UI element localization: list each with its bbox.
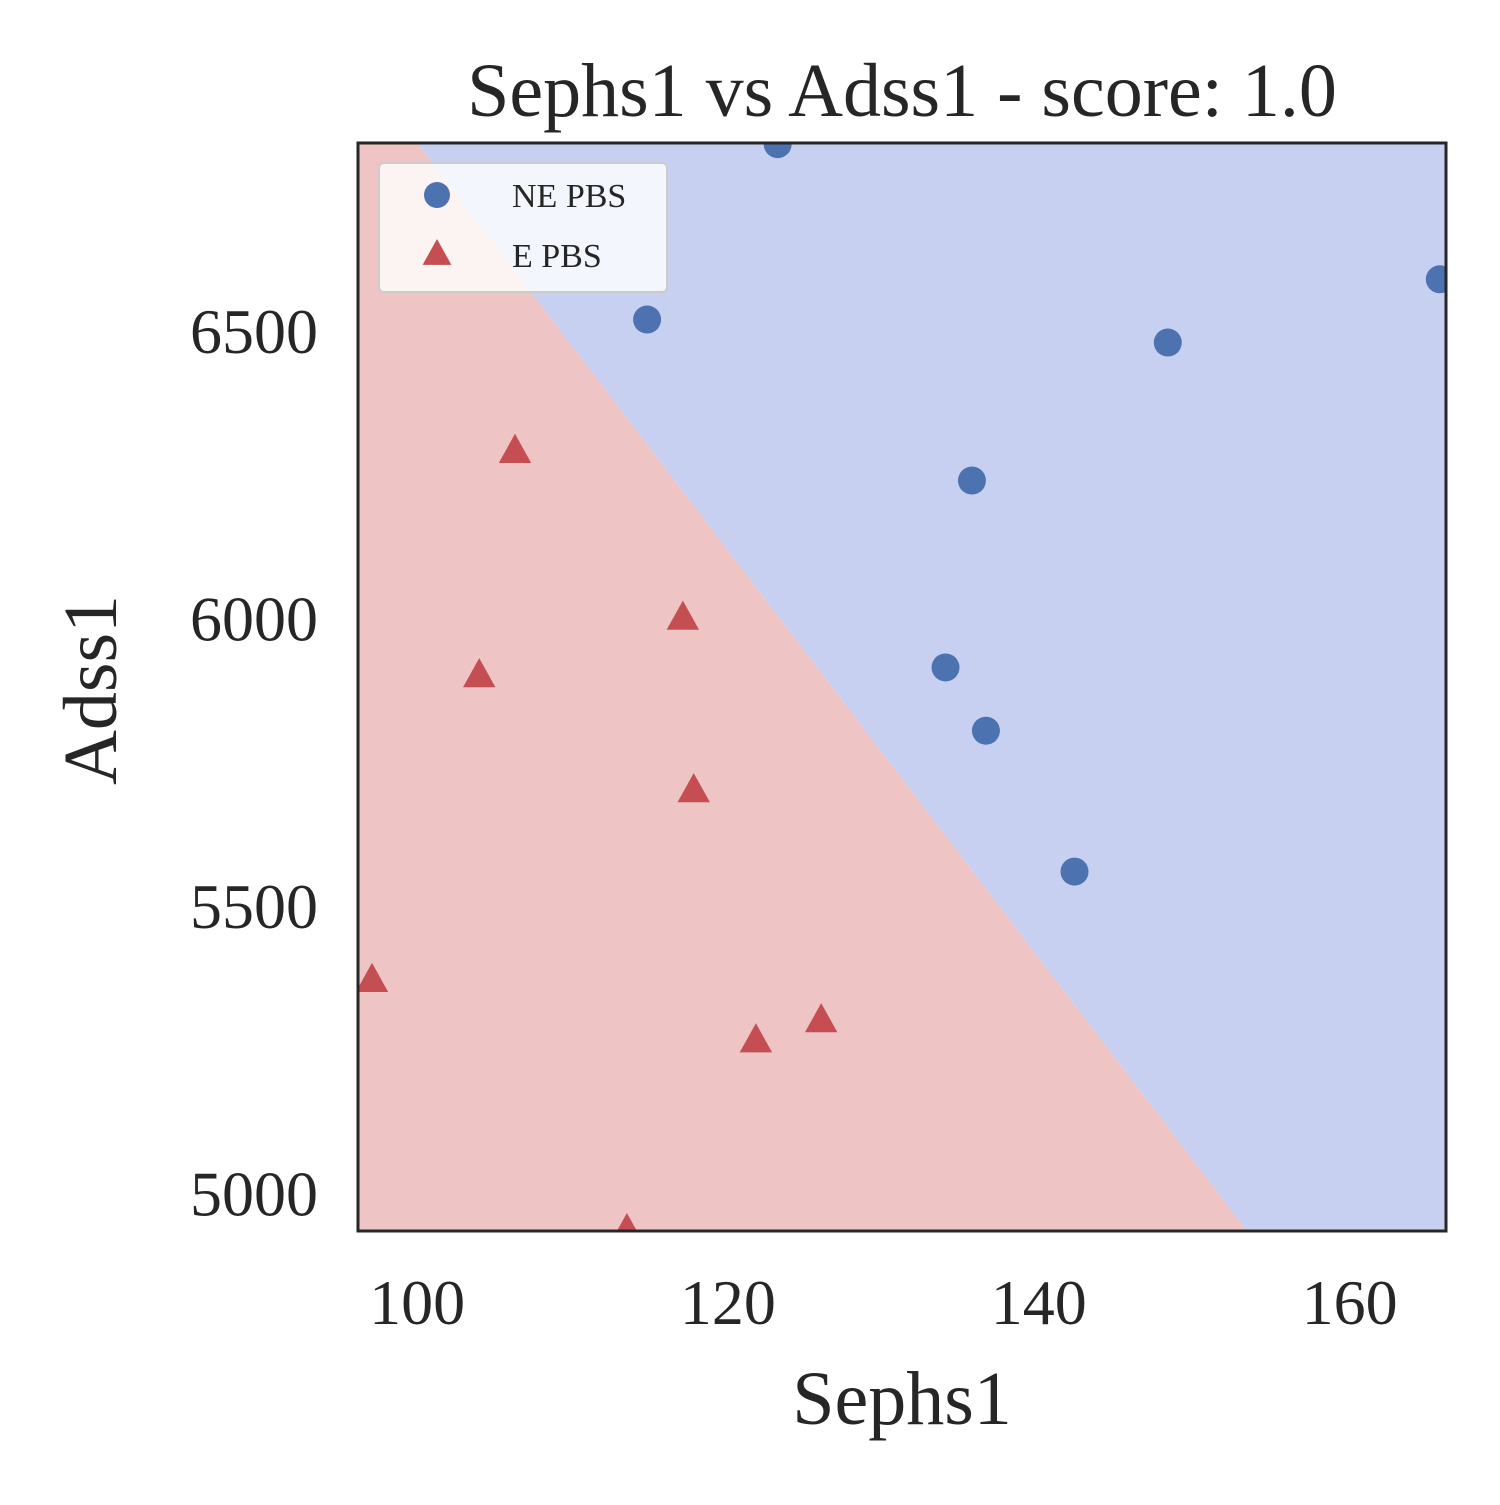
y-tick-label: 5500 — [190, 871, 318, 942]
legend-label: NE PBS — [512, 178, 626, 215]
x-tick-label: 160 — [1302, 1267, 1398, 1338]
legend-label: E PBS — [512, 238, 602, 275]
x-axis-label: Sephs1 — [792, 1357, 1012, 1441]
decision-regions — [358, 143, 1446, 1231]
legend-box — [378, 162, 668, 293]
e-pbs-point — [804, 1003, 838, 1033]
y-tick-label: 6000 — [190, 584, 318, 655]
e-pbs-point — [463, 658, 496, 688]
x-tick-label: 140 — [991, 1267, 1087, 1338]
chart-title: Sephs1 vs Adss1 - score: 1.0 — [467, 49, 1337, 133]
ne-pbs-point — [1060, 857, 1089, 886]
ne-pbs-point — [633, 305, 662, 334]
e-pbs-point — [358, 962, 389, 993]
y-axis-label: Adss1 — [49, 595, 133, 785]
e-pbs-point — [739, 1023, 773, 1053]
e-pbs-point — [498, 433, 532, 463]
legend: NE PBS E PBS — [378, 162, 668, 293]
ne-pbs-point — [971, 716, 1000, 745]
ne-pbs-point — [1153, 328, 1182, 357]
ne-pbs-point — [957, 466, 986, 495]
e-pbs-point — [616, 1213, 637, 1231]
e-pbs-point — [677, 773, 710, 803]
ne-pbs-point — [763, 143, 792, 159]
data-points — [358, 143, 1446, 1231]
ne-region — [417, 143, 1446, 1231]
x-tick-label: 120 — [680, 1267, 776, 1338]
plot-frame — [356, 141, 1448, 1233]
e-pbs-point — [666, 600, 700, 630]
x-tick-label: 100 — [369, 1267, 465, 1338]
y-tick-label: 5000 — [190, 1159, 318, 1230]
x-axis-ticks: 100 120 140 160 — [369, 1267, 1398, 1338]
ne-pbs-point — [1425, 265, 1446, 294]
y-tick-label: 6500 — [190, 296, 318, 367]
y-axis-ticks: 5000 5500 6000 6500 — [190, 296, 318, 1230]
legend-triangle-marker — [422, 239, 452, 265]
ne-pbs-point — [931, 653, 960, 682]
e-region — [358, 143, 1248, 1231]
legend-circle-marker — [424, 182, 450, 208]
